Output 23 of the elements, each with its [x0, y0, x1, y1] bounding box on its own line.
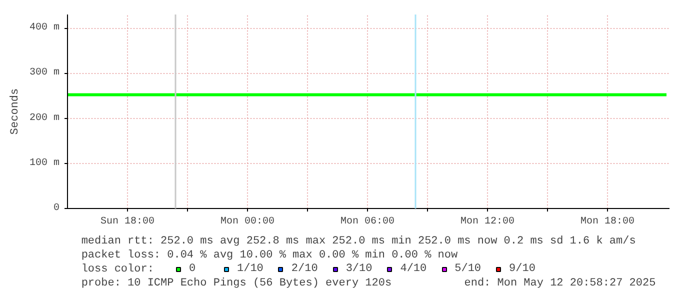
y-axis-title: Seconds [9, 88, 22, 135]
x-tick-label: Mon 00:00 [220, 216, 275, 228]
text: packet loss: 0.04 % avg 10.00 % max 0.00 % min 0.00 % now [81, 250, 458, 262]
x-tick-label: Mon 12:00 [460, 216, 515, 228]
legend-label: 2/10 [291, 263, 318, 275]
x-tick-label: Sun 18:00 [100, 216, 155, 228]
legend-label: 1/10 [237, 263, 264, 275]
y-tick-label: 100 m [29, 158, 60, 169]
legend-label: 4/10 [400, 263, 427, 275]
legend-title: loss color: [81, 264, 154, 276]
legend-label: 0 [189, 263, 197, 275]
text: end: Mon May 12 20:58:27 2025 [464, 278, 656, 290]
y-tick-label: 0 [54, 203, 60, 214]
x-tick-label: Mon 18:00 [580, 216, 635, 228]
y-tick-label: 400 m [29, 22, 60, 34]
legend-label: 9/10 [509, 263, 536, 275]
legend-label: 5/10 [454, 263, 482, 275]
text: median rtt: 252.0 ms avg 252.8 ms max 252.0 ms min 252.0 ms now 0.2 ms sd 1.6 k am/s [81, 236, 636, 248]
y-tick-label: 200 m [29, 112, 60, 124]
text: probe: 10 ICMP Echo Pings (56 Bytes) every 120s [81, 278, 392, 290]
legend-label: 3/10 [346, 263, 372, 275]
x-tick-label: Mon 06:00 [340, 216, 395, 228]
y-tick-label: 300 m [29, 68, 60, 79]
